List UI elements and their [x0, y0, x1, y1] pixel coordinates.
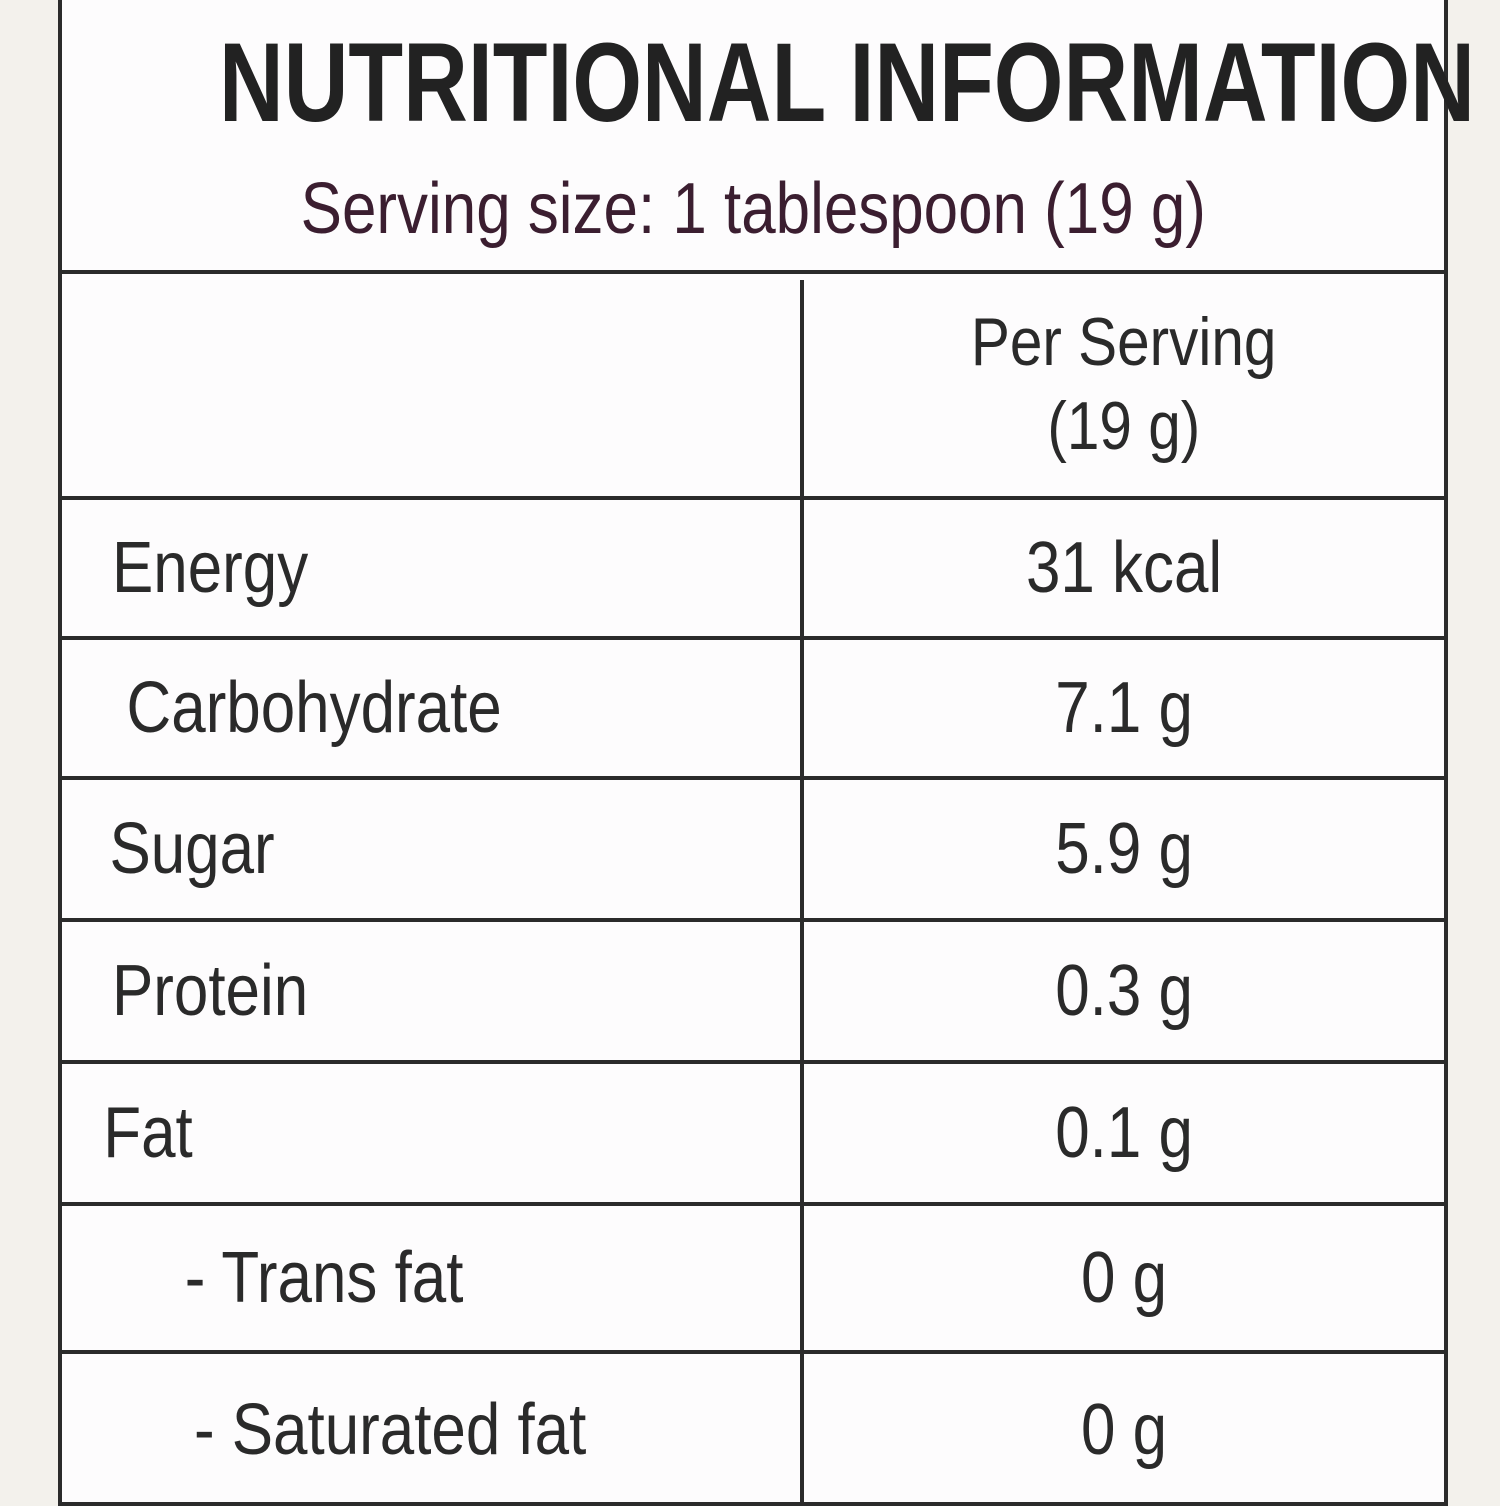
- nutrient-value: 5.9 g: [1055, 809, 1193, 889]
- nutrient-value: 0.3 g: [1055, 951, 1193, 1031]
- nutrient-cell: Protein: [96, 922, 324, 1060]
- divider: [62, 270, 1444, 274]
- nutrient-value: 0.1 g: [1055, 1093, 1193, 1173]
- nutrient-cell: - Saturated fat: [162, 1354, 618, 1506]
- serving-size: Serving size: 1 tablespoon (19 g): [300, 169, 1206, 249]
- nutrient-name: - Saturated fat: [193, 1390, 587, 1470]
- value-cell: 5.9 g: [804, 780, 1444, 918]
- row-divider: [62, 1202, 1444, 1206]
- nutrient-value: 7.1 g: [1055, 668, 1193, 748]
- table-row: - Saturated fat 0 g: [62, 1354, 1444, 1506]
- nutrient-value: 0 g: [1080, 1238, 1168, 1318]
- title-box: NUTRITIONAL INFORMATION: [62, 18, 1475, 147]
- value-cell: 0 g: [804, 1354, 1444, 1506]
- value-cell: 0.3 g: [804, 922, 1444, 1060]
- table-row: Protein 0.3 g: [62, 922, 1444, 1060]
- row-divider: [62, 1060, 1444, 1064]
- row-divider: [62, 918, 1444, 922]
- nutrient-name: Carbohydrate: [126, 668, 502, 748]
- nutrient-value: 0 g: [1080, 1390, 1168, 1470]
- serving-box: Serving size: 1 tablespoon (19 g): [62, 168, 1444, 250]
- nutrient-name: Sugar: [109, 809, 275, 889]
- title: NUTRITIONAL INFORMATION: [218, 20, 1475, 145]
- row-divider: [62, 1350, 1444, 1354]
- table-row: Fat 0.1 g: [62, 1064, 1444, 1202]
- row-divider: [62, 636, 1444, 640]
- nutrient-name: Energy: [111, 528, 309, 608]
- nutrient-value: 31 kcal: [1025, 528, 1223, 608]
- value-cell: 31 kcal: [804, 500, 1444, 636]
- value-cell: 0.1 g: [804, 1064, 1444, 1202]
- column-header-line: Per Serving: [971, 304, 1277, 380]
- nutrient-cell: Carbohydrate: [96, 640, 532, 776]
- table-row: Carbohydrate 7.1 g: [62, 640, 1444, 776]
- column-header-line: (19 g): [1047, 388, 1201, 464]
- value-cell: 0 g: [804, 1206, 1444, 1350]
- column-header: Per Serving (19 g): [804, 300, 1444, 468]
- row-divider: [62, 776, 1444, 780]
- nutrition-label: NUTRITIONAL INFORMATION Serving size: 1 …: [58, 0, 1475, 1506]
- table-row: Sugar 5.9 g: [62, 780, 1444, 918]
- nutrient-cell: Fat: [96, 1064, 200, 1202]
- nutrient-name: Protein: [111, 951, 309, 1031]
- column-divider: [800, 280, 804, 1502]
- value-cell: 7.1 g: [804, 640, 1444, 776]
- table-row: - Trans fat 0 g: [62, 1206, 1444, 1350]
- nutrient-cell: Energy: [96, 500, 324, 636]
- nutrient-name: Fat: [103, 1093, 193, 1173]
- row-divider: [62, 496, 1444, 500]
- nutrient-cell: - Trans fat: [162, 1206, 486, 1350]
- nutrient-name: - Trans fat: [184, 1238, 464, 1318]
- table-row: Energy 31 kcal: [62, 500, 1444, 636]
- nutrient-cell: Sugar: [96, 780, 288, 918]
